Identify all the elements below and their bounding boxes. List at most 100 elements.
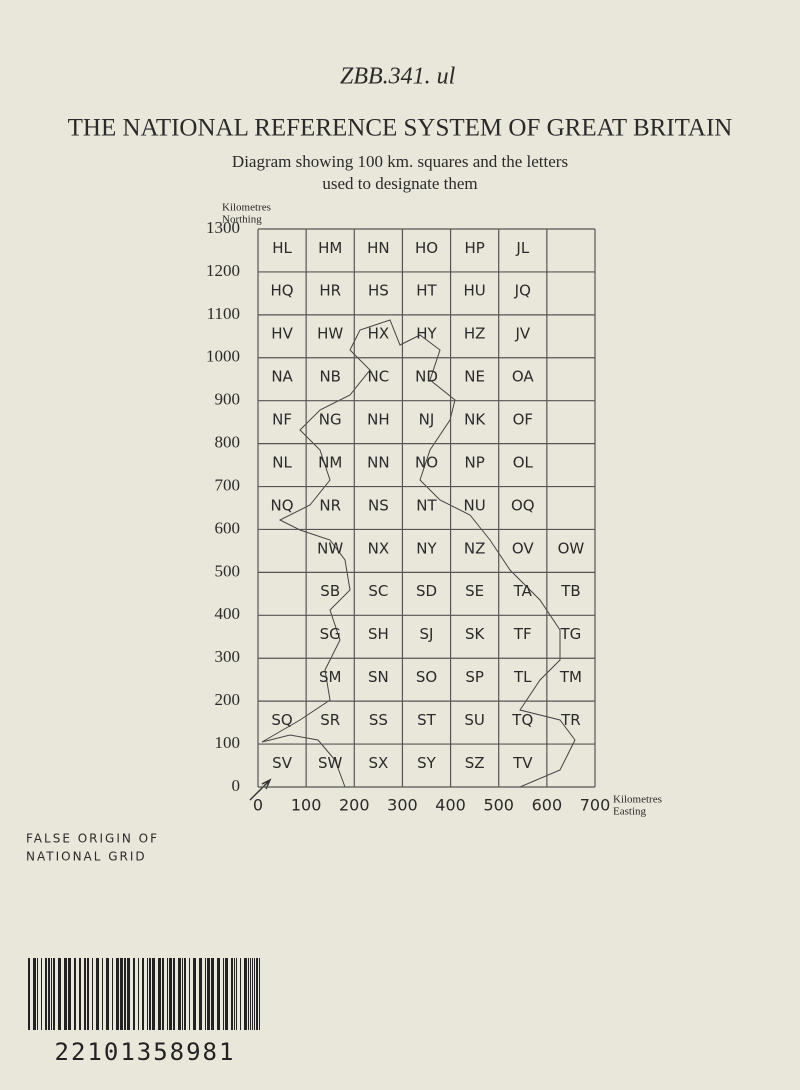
barcode-bar [189, 958, 190, 1030]
square-letters: NU [464, 496, 486, 514]
axis-label: Kilometres [613, 794, 662, 806]
barcode-bar [37, 958, 38, 1030]
tick-label: 600 [532, 796, 563, 815]
square-letters: NX [368, 539, 390, 557]
barcode-bar [51, 958, 52, 1030]
barcode-bar [45, 958, 47, 1030]
barcode-bar [234, 958, 235, 1030]
square-letters: SV [272, 754, 293, 772]
barcode-bar [116, 958, 119, 1030]
barcode-bar [225, 958, 228, 1030]
barcode-bar [244, 958, 247, 1030]
tick-label: 400 [435, 796, 466, 815]
square-letters: NR [319, 496, 341, 514]
square-letters: HW [317, 325, 343, 343]
square-letters: NP [465, 453, 485, 471]
square-letters: SC [368, 582, 388, 600]
barcode-bar [106, 958, 109, 1030]
barcode-number: 22101358981 [55, 1038, 236, 1066]
barcode-bar [173, 958, 175, 1030]
barcode-bar [162, 958, 164, 1030]
square-letters: SN [368, 668, 389, 686]
square-letters: NW [317, 539, 343, 557]
subtitle: Diagram showing 100 km. squares and the … [232, 152, 568, 171]
barcode-bar [68, 958, 71, 1030]
axis-label: Easting [613, 806, 646, 818]
tick-label: 900 [215, 390, 241, 409]
square-letters: HU [464, 282, 486, 300]
square-letters: SU [464, 711, 485, 729]
barcode-bar [193, 958, 196, 1030]
tick-label: 700 [215, 475, 241, 494]
square-letters: ND [415, 368, 438, 386]
square-letters: NH [367, 411, 390, 429]
barcode-bar [199, 958, 202, 1030]
barcode-bar [92, 958, 93, 1030]
barcode-bar [74, 958, 76, 1030]
square-letters: SK [465, 625, 486, 643]
square-letters: NN [367, 453, 389, 471]
square-letters: SZ [465, 754, 485, 772]
tick-label: 100 [215, 733, 241, 752]
square-letters: JQ [514, 282, 531, 300]
coastline [261, 319, 576, 788]
square-letters: HN [367, 239, 390, 257]
square-letters: SE [465, 582, 484, 600]
square-letters: SQ [271, 711, 292, 729]
tick-label: 100 [291, 796, 322, 815]
tick-label: 1100 [207, 304, 240, 323]
square-letters: HS [368, 282, 389, 300]
tick-label: 600 [215, 518, 241, 537]
square-letters: OL [513, 453, 534, 471]
axis-label: Kilometres [222, 202, 271, 214]
square-letters: TA [513, 582, 533, 600]
tick-label: 500 [483, 796, 514, 815]
square-letters: SY [417, 754, 437, 772]
barcode-bar [207, 958, 210, 1030]
barcode-bar [167, 958, 168, 1030]
square-letters: SJ [420, 625, 434, 643]
axis-label: Northing [222, 214, 262, 226]
barcode-bar [149, 958, 151, 1030]
barcode-bar [259, 958, 260, 1030]
square-letters: HT [416, 282, 437, 300]
tick-label: 400 [215, 604, 241, 623]
square-letters: SG [320, 625, 341, 643]
square-letters: SB [320, 582, 340, 600]
barcode-bar [256, 958, 258, 1030]
barcode-bar [142, 958, 144, 1030]
square-letters: OW [558, 539, 585, 557]
square-letters: SP [465, 668, 484, 686]
title: THE NATIONAL REFERENCE SYSTEM OF GREAT B… [68, 115, 733, 142]
square-letters: OQ [511, 496, 535, 514]
barcode-bar [252, 958, 253, 1030]
square-letters: ST [417, 711, 437, 729]
square-letters: SM [319, 668, 341, 686]
origin-arrow [249, 778, 272, 801]
square-letters: SR [320, 711, 340, 729]
square-letters: NB [319, 368, 341, 386]
square-letters: HQ [271, 282, 294, 300]
barcode-bar [223, 958, 224, 1030]
square-letters: TM [559, 668, 582, 686]
square-letters: NS [368, 496, 389, 514]
square-letters: HV [271, 325, 293, 343]
barcode-bar [133, 958, 135, 1030]
square-letters: HY [416, 325, 437, 343]
barcode-bar [127, 958, 130, 1030]
square-letters: NC [368, 368, 390, 386]
tick-label: 1000 [206, 347, 240, 366]
square-letters: NK [464, 411, 486, 429]
square-letters: HX [368, 325, 390, 343]
square-letters: HM [318, 239, 342, 257]
tick-label: 1300 [206, 218, 240, 237]
tick-label: 200 [339, 796, 370, 815]
square-letters: SS [369, 711, 388, 729]
barcode-bar [152, 958, 155, 1030]
square-letters: OV [512, 539, 535, 557]
barcode-bar [254, 958, 255, 1030]
square-letters: TL [513, 668, 532, 686]
barcode-bar [33, 958, 36, 1030]
note: NATIONAL GRID [26, 850, 147, 864]
